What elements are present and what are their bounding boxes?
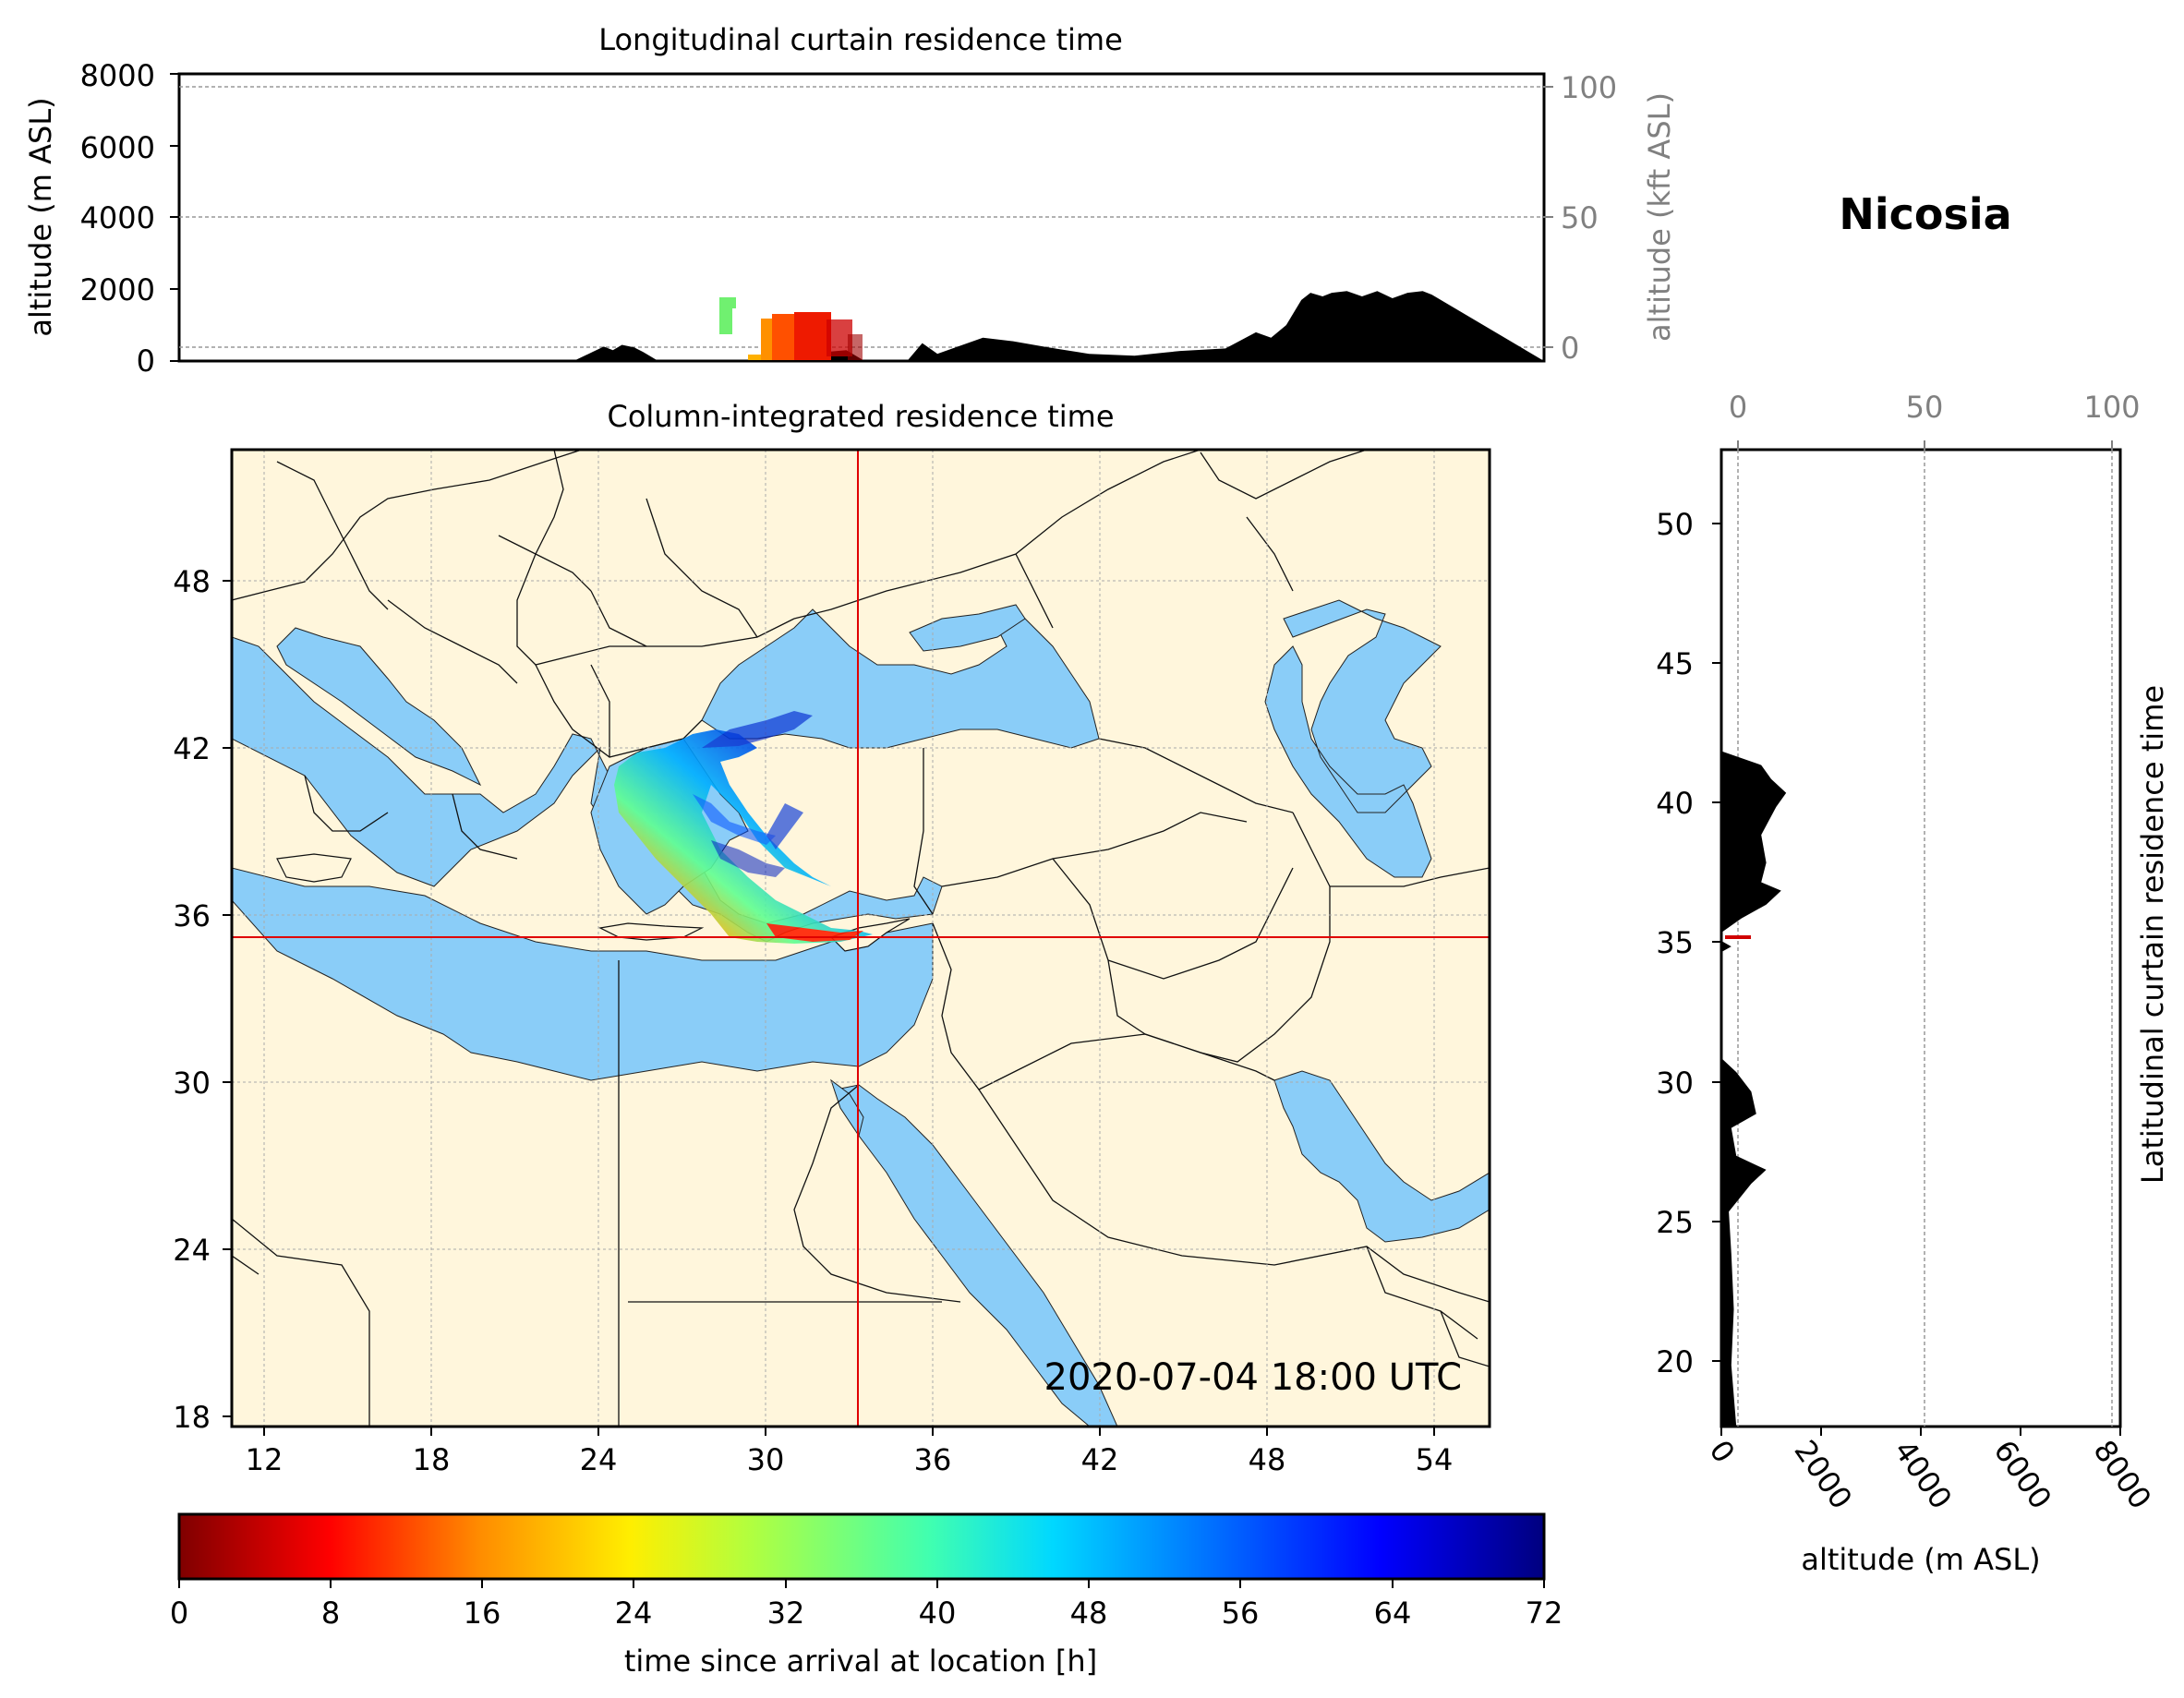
map-lon-tick: 30 [747,1442,785,1477]
map-panel: Column-integrated residence time [173,399,1491,1477]
map-lon-tick: 24 [580,1442,618,1477]
top-ytick: 8000 [80,58,155,93]
colorbar-tick: 16 [464,1596,501,1631]
persian-gulf [1273,1070,1490,1243]
side-xtick-top: 50 [1906,390,1944,425]
colorbar-gradient [177,1512,1546,1581]
side-ytick: 30 [1656,1066,1694,1101]
top-ylabel-right: altitude (kft ASL) [1642,92,1677,342]
side-panel: 0 50 100 50 45 40 35 30 25 20 0 2000 400… [1656,390,2158,1577]
side-xtick: 8000 [2086,1434,2158,1516]
top-ytick: 2000 [80,272,155,307]
top-ytick-right: 0 [1561,331,1579,366]
top-plume [719,297,863,360]
map-lat-tick: 30 [173,1066,211,1101]
map-lon-tick: 12 [246,1442,284,1477]
map-lon-tick: 48 [1249,1442,1286,1477]
mediterranean-sea [232,636,943,943]
map-lon-tick: 54 [1416,1442,1454,1477]
top-ytick: 4000 [80,200,155,235]
red-sea [835,1084,1118,1427]
top-ylabel-left: altitude (m ASL) [23,97,58,336]
map-lon-tick: 36 [914,1442,952,1477]
longitudinal-terrain [179,291,1544,361]
side-xtick: 0 [1702,1434,1742,1469]
colorbar-tick: 48 [1070,1596,1108,1631]
side-ytick: 40 [1656,786,1694,821]
side-ytick: 50 [1656,507,1694,542]
colorbar-tick: 24 [615,1596,653,1631]
side-ytick: 45 [1656,646,1694,681]
map-frame [230,448,1491,1428]
colorbar-tick: 8 [321,1596,340,1631]
mediterranean-south [232,867,934,1081]
latitudinal-terrain [1721,450,1787,1427]
sea-of-azov [909,604,1026,652]
colorbar-tick: 56 [1222,1596,1260,1631]
map-lat-tick: 48 [173,564,211,599]
map-panel-title: Column-integrated residence time [607,399,1114,434]
top-ytick-right: 100 [1561,70,1617,105]
top-panel-title: Longitudinal curtain residence time [598,22,1123,57]
colorbar-tick: 64 [1374,1596,1412,1631]
colorbar-tick: 72 [1526,1596,1563,1631]
side-xtick-top: 100 [2083,390,2140,425]
map-lat-tick: 36 [173,898,211,933]
colorbar: 0 8 16 24 32 40 48 56 64 72 time since a… [170,1512,1563,1679]
side-xlabel: altitude (m ASL) [1801,1542,2040,1577]
sicily [276,853,352,883]
colorbar-tick: 40 [919,1596,957,1631]
top-panel: Longitudinal curtain residence time 8000… [23,22,1677,379]
map-lat-tick: 42 [173,731,211,766]
gulf-of-suez [830,1078,864,1138]
side-xtick-top: 0 [1729,390,1747,425]
side-xtick: 2000 [1787,1434,1859,1516]
side-ytick: 35 [1656,925,1694,960]
colorbar-tick: 32 [767,1596,805,1631]
side-xtick: 4000 [1887,1434,1959,1516]
map-timestamp: 2020-07-04 18:00 UTC [1044,1356,1462,1399]
country-borders [232,450,1490,1427]
side-ytick: 20 [1656,1344,1694,1379]
map-lon-tick: 18 [413,1442,451,1477]
side-xtick: 6000 [1986,1434,2058,1516]
colorbar-label: time since arrival at location [h] [624,1644,1097,1679]
top-ytick-right: 50 [1561,200,1599,235]
caspian-sea [1264,599,1442,878]
map-lat-tick: 18 [173,1400,211,1435]
top-ytick: 6000 [80,130,155,165]
side-plume [1725,935,1751,939]
top-ytick: 0 [137,343,155,379]
map-lat-tick: 24 [173,1233,211,1268]
side-panel-frame [1719,448,2122,1428]
map-lon-tick: 42 [1081,1442,1119,1477]
location-title: Nicosia [1839,189,2012,239]
side-ytick: 25 [1656,1205,1694,1240]
colorbar-tick: 0 [170,1596,188,1631]
